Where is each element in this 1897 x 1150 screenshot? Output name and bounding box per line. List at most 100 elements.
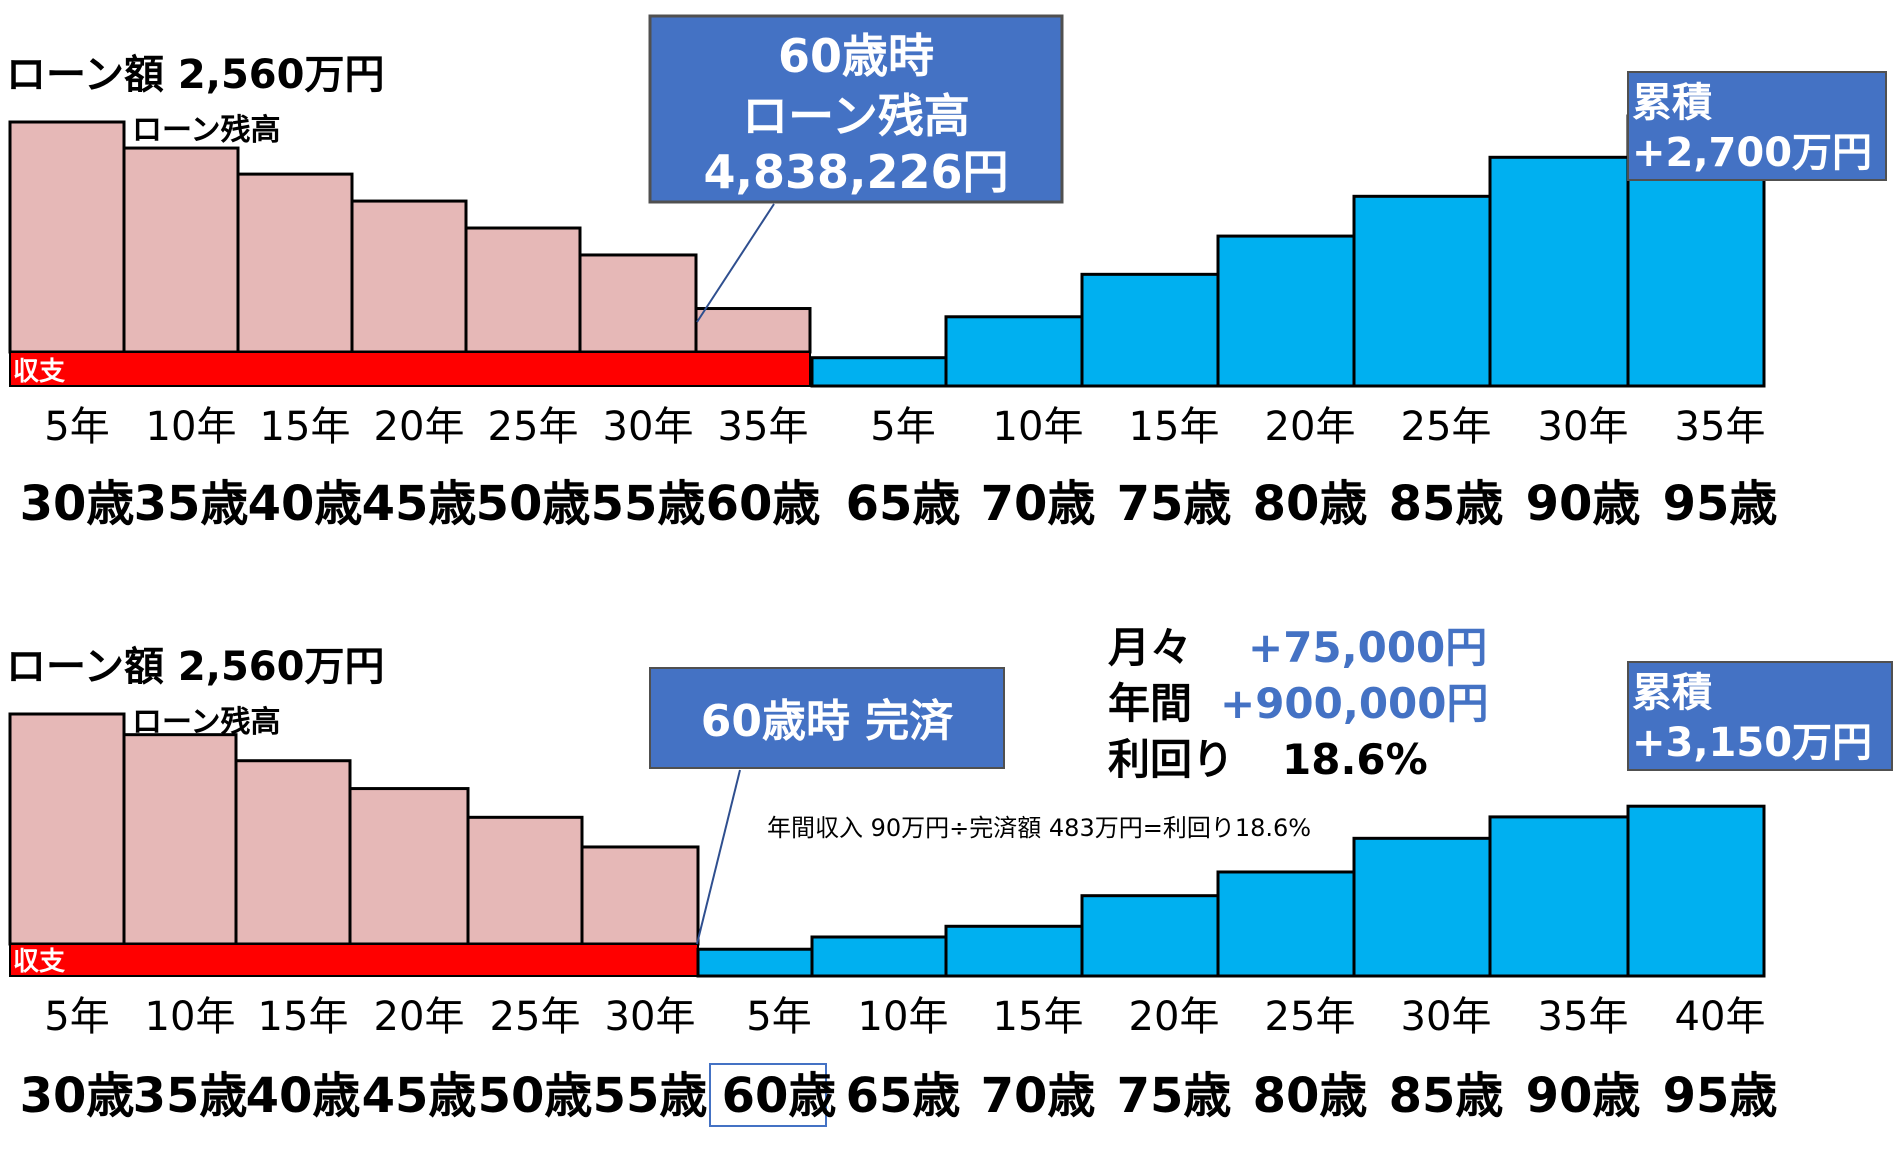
chart2-age-tick: 90歳: [1526, 1068, 1641, 1124]
chart1-year-tick: 15年: [260, 404, 351, 450]
chart2-cumulative-line2: +3,150万円: [1632, 720, 1872, 766]
chart1-loan-bar: [580, 255, 696, 352]
chart2-age-tick: 45歳: [362, 1068, 477, 1124]
chart2-title: ローン額 2,560万円: [6, 644, 384, 690]
chart2-callout-line1: 60歳時 完済: [701, 696, 955, 747]
chart1-loan-bar: [238, 174, 352, 352]
chart2-age-tick: 65歳: [846, 1068, 961, 1124]
chart2-year-tick: 15年: [258, 994, 349, 1040]
chart1-year-tick: 5年: [44, 404, 109, 450]
chart1-year-tick: 35年: [1675, 404, 1766, 450]
chart2-year-tick: 5年: [746, 994, 811, 1040]
chart2-cumulative-bar: [1218, 872, 1354, 976]
chart1-age-tick: 90歳: [1526, 476, 1641, 532]
chart2-cumulative-bar: [946, 926, 1082, 976]
chart2-stat-label-monthly: 月々: [1108, 623, 1192, 672]
chart2-stat-value-yield: 18.6%: [1282, 735, 1428, 784]
chart2-loan-bars: [10, 714, 698, 944]
chart1-age-tick: 45歳: [362, 476, 477, 532]
chart2-year-tick: 15年: [993, 994, 1084, 1040]
chart2-year-tick: 25年: [490, 994, 581, 1040]
chart2-year-tick: 25年: [1265, 994, 1356, 1040]
chart1-cumulative-line1: 累積: [1632, 80, 1712, 126]
chart2-year-tick: 20年: [1129, 994, 1220, 1040]
chart1-loan-series-label: ローン残高: [132, 113, 281, 148]
chart1-cumulative-line2: +2,700万円: [1632, 130, 1872, 176]
chart2-cumulative-bar: [812, 937, 946, 976]
chart1-loan-bar: [466, 228, 580, 352]
chart1-year-tick: 10年: [146, 404, 237, 450]
chart1-callout-line2: ローン残高: [742, 89, 970, 143]
chart2-loan-bar: [236, 761, 350, 944]
chart1-callout-line3: 4,838,226円: [704, 145, 1009, 199]
chart2-stat-value-monthly: +75,000円: [1248, 623, 1487, 672]
chart2-year-tick: 5年: [44, 994, 109, 1040]
chart2-age-tick: 55歳: [593, 1068, 708, 1124]
chart2-age-tick: 70歳: [981, 1068, 1096, 1124]
chart2-cashflow-bar: [10, 944, 698, 976]
chart1-cashflow-bar: [10, 352, 810, 386]
chart2-stat-label-annual: 年間: [1108, 679, 1192, 728]
chart2-year-tick: 30年: [605, 994, 696, 1040]
chart1-loan-bar: [124, 148, 238, 352]
chart1-year-tick: 35年: [718, 404, 809, 450]
chart1-age-tick: 55歳: [591, 476, 706, 532]
chart1-age-tick: 95歳: [1663, 476, 1778, 532]
chart2-loan-bar: [10, 714, 124, 944]
chart1-age-tick: 70歳: [981, 476, 1096, 532]
chart2-age-tick: 95歳: [1663, 1068, 1778, 1124]
chart1-cashflow-label: 収支: [13, 357, 65, 387]
chart2-age-tick: 60歳: [722, 1068, 837, 1124]
chart1-cumulative-bar: [1082, 274, 1218, 386]
chart1-cumulative-bar: [1354, 196, 1490, 386]
chart2-year-tick: 10年: [145, 994, 236, 1040]
chart1-age-tick: 35歳: [134, 476, 249, 532]
chart1-cumulative-bar: [1218, 236, 1354, 386]
chart1-callout-line1: 60歳時: [778, 29, 934, 83]
chart1-cumulative-bar: [812, 358, 946, 386]
chart2-stat-label-yield: 利回り: [1108, 735, 1234, 784]
chart2-age-tick: 30歳: [20, 1068, 135, 1124]
chart1-callout-pointer: [697, 204, 774, 322]
chart2-cumulative-bar: [698, 949, 812, 976]
chart1-x-tick-labels: 5年 10年 15年 20年 25年 30年 35年 5年 10年 15年 20年 25年 30年 35年…: [20, 404, 1778, 532]
chart2-age-tick: 75歳: [1117, 1068, 1232, 1124]
chart1-title: ローン額 2,560万円: [6, 52, 384, 98]
chart2-year-tick: 35年: [1538, 994, 1629, 1040]
chart2-year-tick: 30年: [1401, 994, 1492, 1040]
chart2-year-tick: 40年: [1675, 994, 1766, 1040]
chart1-year-tick: 10年: [993, 404, 1084, 450]
chart2-age-tick: 40歳: [246, 1068, 361, 1124]
chart2-age-tick: 85歳: [1389, 1068, 1504, 1124]
chart2-formula-text: 年間収入 90万円÷完済額 483万円=利回り18.6%: [767, 814, 1311, 842]
chart2-year-tick: 10年: [858, 994, 949, 1040]
chart2-cashflow-label: 収支: [13, 947, 65, 977]
chart1-year-tick: 25年: [1401, 404, 1492, 450]
chart2-loan-bar: [124, 735, 236, 944]
chart2-loan-bar: [582, 847, 698, 944]
chart1-year-tick: 30年: [1538, 404, 1629, 450]
chart1-age-tick: 75歳: [1117, 476, 1232, 532]
chart1-age-tick: 40歳: [248, 476, 363, 532]
chart2-callout-pointer: [697, 770, 740, 944]
chart2-loan-series-label: ローン残高: [132, 705, 281, 740]
chart2-x-tick-labels: 5年 10年 15年 20年 25年 30年 5年 10年 15年 20年 25年 30年 35年 40年…: [20, 994, 1778, 1124]
chart2-loan-bar: [350, 789, 468, 944]
chart2-loan-bar: [468, 817, 582, 944]
chart2-cumulative-bar: [1628, 806, 1764, 976]
chart1-age-tick: 85歳: [1389, 476, 1504, 532]
chart2-age-tick: 50歳: [478, 1068, 593, 1124]
chart1-year-tick: 5年: [870, 404, 935, 450]
chart1-age-tick: 80歳: [1253, 476, 1368, 532]
chart2-cumulative-bar: [1354, 838, 1490, 976]
chart2-cumulative-bar: [1082, 896, 1218, 976]
chart2-year-tick: 20年: [374, 994, 465, 1040]
chart1-loan-bar: [352, 201, 466, 352]
chart1-cumulative-bar: [946, 317, 1082, 386]
chart1-loan-bar: [696, 309, 810, 352]
chart1-year-tick: 30年: [603, 404, 694, 450]
chart1-year-tick: 20年: [1265, 404, 1356, 450]
chart1-year-tick: 25年: [488, 404, 579, 450]
chart1-age-tick: 50歳: [476, 476, 591, 532]
